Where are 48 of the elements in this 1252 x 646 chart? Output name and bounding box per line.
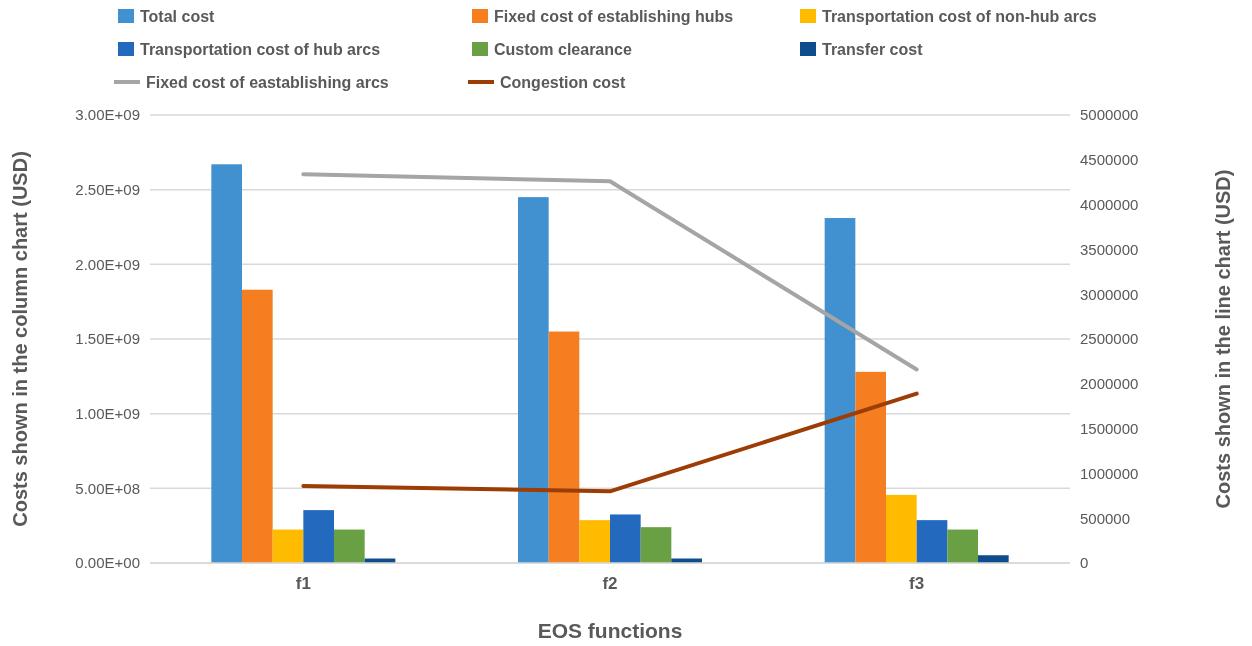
y2-tick-label: 4000000 [1080, 195, 1139, 213]
y2-axis-title: Costs shown in the line chart (USD) [1212, 169, 1234, 509]
bar [242, 289, 273, 563]
y2-tick-label: 2000000 [1080, 375, 1139, 393]
bar [947, 529, 978, 563]
bar [518, 197, 549, 563]
y2-tick-label: 0 [1080, 554, 1089, 572]
legend-label: Transfer cost [822, 41, 924, 58]
bar [886, 494, 917, 563]
y2-tick-label: 1000000 [1080, 464, 1139, 482]
y2-tick-label: 5000000 [1080, 106, 1139, 124]
bar [334, 529, 365, 563]
x-tick-label: f2 [602, 574, 618, 594]
y2-tick-label: 3500000 [1080, 240, 1139, 258]
legend-label: Congestion cost [500, 74, 627, 91]
bar [610, 514, 641, 563]
legend-label: Transportation cost of non-hub arcs [822, 8, 1097, 25]
y2-tick-label: 3000000 [1080, 285, 1139, 303]
x-tick-label: f1 [295, 574, 311, 594]
legend-label: Fixed cost of establishing hubs [494, 8, 734, 25]
bar [824, 218, 856, 563]
y2-tick-label: 4500000 [1080, 151, 1139, 169]
bar [640, 527, 672, 563]
bar [978, 555, 1009, 563]
bar [855, 371, 886, 563]
bar [916, 520, 948, 563]
y-tick-label: 0.00E+00 [75, 554, 140, 572]
x-tick-label: f3 [909, 574, 925, 594]
bar [272, 529, 304, 563]
y-axis-title: Costs shown in the column chart (USD) [9, 151, 31, 527]
y-tick-label: 3.00E+09 [75, 106, 140, 124]
legend-label: Custom clearance [494, 41, 632, 58]
y2-tick-label: 500000 [1080, 509, 1131, 527]
legend-label: Total cost [140, 8, 216, 25]
y-tick-label: 1.50E+09 [75, 330, 140, 348]
bar [579, 520, 610, 563]
y2-tick-label: 2500000 [1080, 330, 1139, 348]
bar [548, 331, 580, 563]
legend-label: Transportation cost of hub arcs [140, 41, 381, 58]
y-tick-label: 2.50E+09 [75, 180, 140, 198]
bar [303, 510, 334, 563]
legend-label: Fixed cost of eastablishing arcs [146, 74, 389, 91]
y-tick-label: 5.00E+08 [75, 479, 140, 497]
bar [211, 164, 242, 563]
y2-tick-label: 1500000 [1080, 419, 1139, 437]
y-tick-label: 2.00E+09 [75, 255, 140, 273]
y-tick-label: 1.00E+09 [75, 404, 140, 422]
x-axis-title: EOS functions [537, 619, 683, 642]
